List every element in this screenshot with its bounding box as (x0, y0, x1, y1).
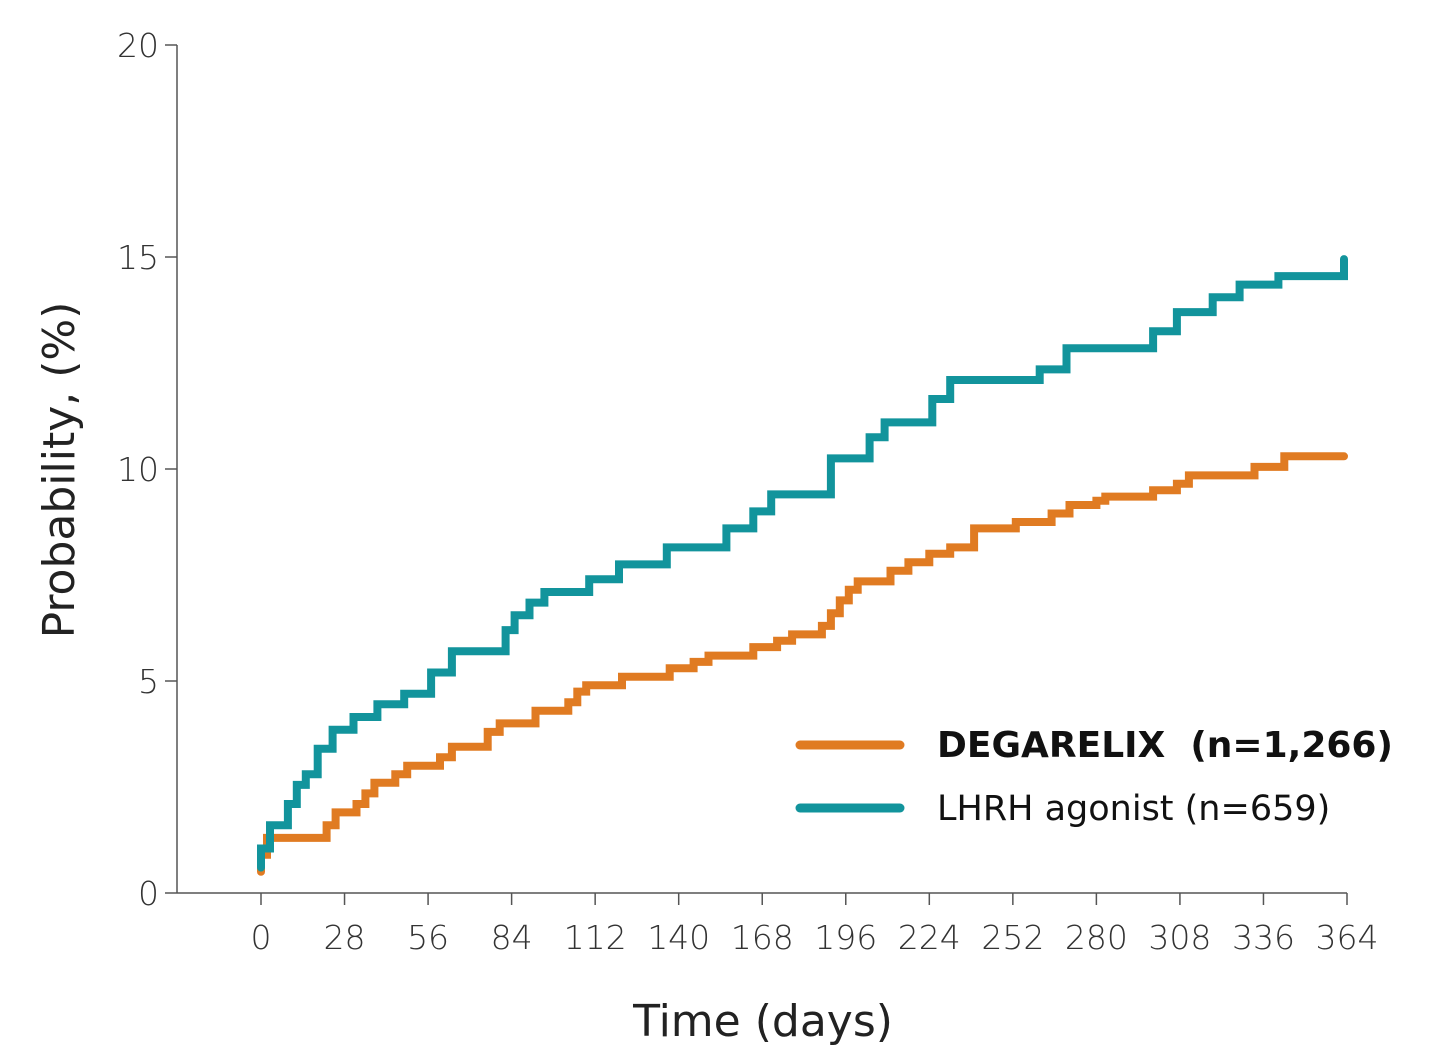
x-tick-label: 196 (814, 918, 877, 957)
y-tick-label: 5 (138, 662, 159, 701)
x-tick-label: 364 (1316, 918, 1379, 957)
x-tick-label: 336 (1232, 918, 1295, 957)
x-tick-label: 280 (1065, 918, 1128, 957)
legend: DEGARELIX (n=1,266) LHRH agonist (n=659) (795, 725, 1393, 829)
x-tick-label: 252 (981, 918, 1044, 957)
x-tick-label: 56 (407, 918, 449, 957)
series-line-lhrh-agonist (257, 255, 1348, 872)
y-axis: 0 5 10 15 20 (117, 26, 178, 913)
legend-label: DEGARELIX (n=1,266) (937, 725, 1393, 766)
x-axis: 0 28 56 84 112 140 168 196 224 252 280 308 336 364 (177, 892, 1379, 957)
x-tick-label: 224 (898, 918, 961, 957)
y-tick-label: 0 (138, 874, 159, 913)
x-axis-title: Time (days) (632, 996, 893, 1047)
y-axis-title: Probability, (%) (34, 302, 85, 639)
x-tick-label: 168 (731, 918, 794, 957)
y-tick-label: 20 (117, 26, 159, 65)
x-tick-label: 308 (1148, 918, 1211, 957)
series-line-degarelix (257, 452, 1348, 876)
x-tick-label: 28 (324, 918, 366, 957)
y-tick-label: 15 (117, 238, 159, 277)
x-tick-label: 0 (251, 918, 272, 957)
x-tick-label: 112 (564, 918, 627, 957)
plot-area (257, 255, 1348, 876)
y-tick-label: 10 (117, 450, 159, 489)
legend-label: LHRH agonist (n=659) (937, 789, 1330, 829)
x-tick-label: 84 (491, 918, 533, 957)
x-tick-label: 140 (647, 918, 710, 957)
